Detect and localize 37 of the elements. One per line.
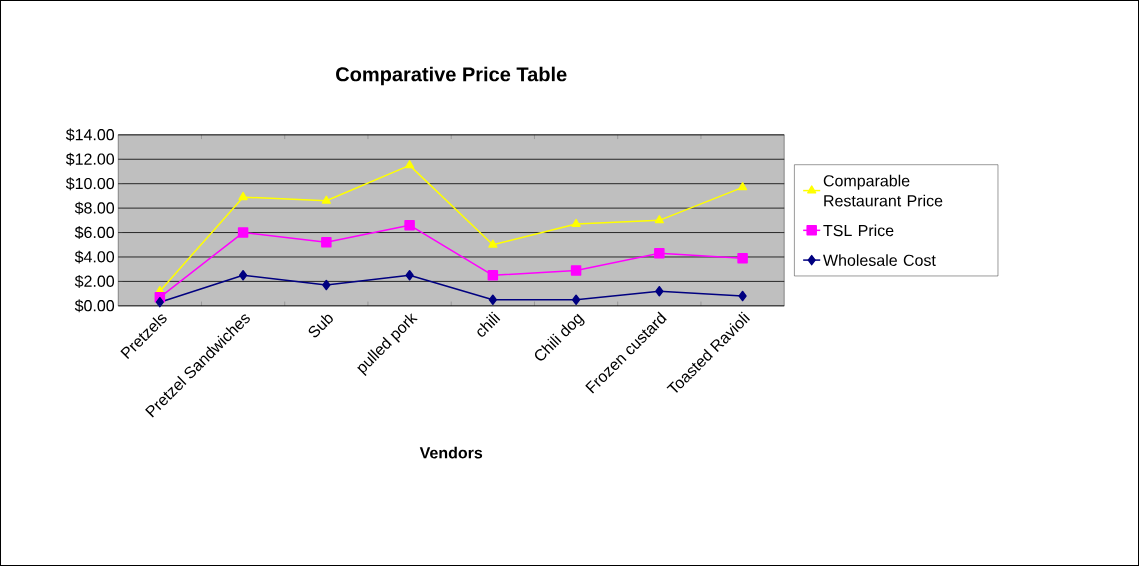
x-tick-label: chili bbox=[477, 311, 501, 337]
point bbox=[738, 290, 747, 302]
point bbox=[238, 191, 248, 201]
point bbox=[737, 182, 748, 191]
point bbox=[237, 227, 249, 238]
point bbox=[322, 279, 331, 291]
y-tick-label: $10.00 bbox=[65, 177, 115, 191]
point bbox=[487, 270, 499, 281]
legend-label: Wholesale Cost bbox=[823, 254, 936, 266]
y-tick-label: $4.00 bbox=[74, 250, 115, 264]
point bbox=[238, 270, 248, 281]
y-tick-label: $0.00 bbox=[74, 299, 115, 313]
x-axis-title: Vendors bbox=[419, 446, 483, 459]
y-tick-label: $14.00 bbox=[65, 128, 115, 142]
y-tick-label: $2.00 bbox=[74, 274, 115, 288]
point bbox=[654, 215, 664, 224]
point bbox=[488, 239, 498, 248]
point bbox=[321, 195, 331, 204]
point bbox=[737, 252, 748, 264]
point bbox=[571, 294, 581, 305]
point bbox=[155, 296, 164, 308]
legend-label: Comparable Restaurant Price bbox=[823, 174, 943, 207]
y-tick-label: $8.00 bbox=[74, 201, 115, 215]
point bbox=[570, 265, 582, 276]
y-tick-label: $12.00 bbox=[65, 152, 115, 166]
point bbox=[654, 248, 665, 259]
x-tick-label: Sub bbox=[308, 314, 333, 338]
point bbox=[404, 160, 415, 169]
point bbox=[488, 294, 497, 305]
legend-label: TSL Price bbox=[823, 224, 894, 237]
point bbox=[655, 285, 664, 297]
chart-title: Comparative Price Table bbox=[336, 66, 567, 86]
y-tick-label: $6.00 bbox=[74, 226, 115, 240]
point bbox=[404, 219, 415, 231]
point bbox=[405, 270, 414, 281]
point bbox=[571, 218, 581, 227]
point bbox=[321, 237, 332, 248]
